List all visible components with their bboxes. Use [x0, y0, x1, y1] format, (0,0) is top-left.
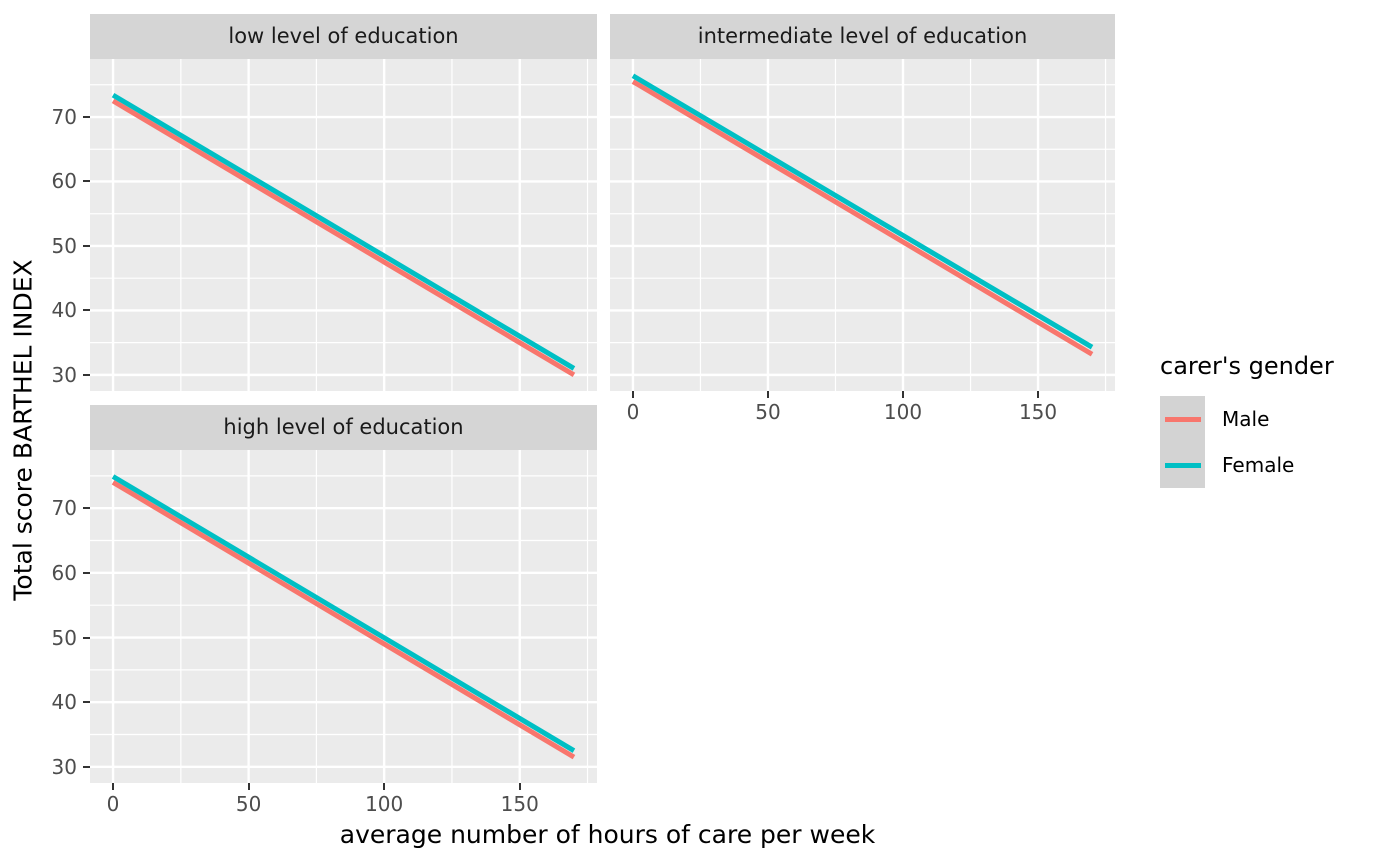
facet-intermediate-education: intermediate level of education 0 50 100 15… [610, 14, 1115, 423]
y-tick-label: 50 [51, 233, 77, 258]
male-line [111, 98, 576, 378]
x-tick-label: 100 [883, 400, 923, 424]
legend: carer's gender Male Female [1160, 352, 1334, 488]
y-tick-mark [83, 571, 90, 574]
facet-panel-low [90, 59, 597, 391]
legend-key-male [1160, 396, 1205, 442]
y-tick-mark [83, 701, 90, 704]
male-line [111, 480, 576, 760]
y-tick-mark [83, 373, 90, 376]
y-tick-mark [83, 309, 90, 312]
female-line-swatch [1164, 462, 1201, 468]
x-tick-label: 150 [500, 792, 539, 816]
y-tick-mark [83, 765, 90, 768]
y-tick-label: 60 [51, 169, 77, 194]
y-tick-mark [83, 507, 90, 510]
x-tick-mark [112, 783, 115, 790]
x-tick-mark [383, 783, 386, 790]
y-tick-label: 40 [51, 298, 77, 323]
facet-strip-low: low level of education [90, 14, 597, 59]
facet-panel-high [90, 450, 597, 783]
facet-high-education: high level of education 30 40 50 60 70 0 50 100… [52, 405, 597, 815]
x-tick-label: 100 [365, 792, 404, 816]
facet-panel-intermediate [610, 59, 1115, 391]
x-tick-label: 0 [106, 792, 120, 816]
legend-label-male: Male [1222, 407, 1270, 431]
y-tick-mark [83, 180, 90, 183]
y-tick-label: 30 [51, 754, 77, 779]
legend-item-male: Male [1160, 396, 1334, 442]
legend-title: carer's gender [1160, 352, 1334, 380]
female-line [111, 474, 576, 753]
facet-low-education: low level of education 30 40 50 60 70 [52, 14, 597, 391]
x-tick-label: 150 [1018, 400, 1058, 424]
female-line [111, 92, 576, 371]
x-tick-mark [518, 783, 521, 790]
x-tick-mark [1037, 391, 1040, 398]
male-line [631, 79, 1094, 357]
y-tick-mark [83, 636, 90, 639]
y-tick-label: 70 [51, 105, 77, 130]
facet-strip-high: high level of education [90, 405, 597, 450]
x-tick-mark [631, 391, 634, 398]
x-tick-label: 50 [235, 792, 262, 816]
x-axis-title: average number of hours of care per week [339, 820, 876, 849]
legend-item-female: Female [1160, 442, 1334, 488]
x-tick-mark [766, 391, 769, 398]
facet-strip-intermediate: intermediate level of education [610, 14, 1115, 59]
x-tick-mark [902, 391, 904, 398]
y-tick-label: 60 [51, 560, 77, 585]
panel-background [90, 450, 597, 783]
legend-label-female: Female [1222, 453, 1295, 477]
female-line [631, 73, 1094, 350]
y-tick-label: 40 [51, 690, 77, 715]
y-tick-mark [83, 116, 90, 119]
male-line-swatch [1164, 416, 1201, 422]
y-tick-label: 50 [51, 625, 77, 650]
x-tick-mark [247, 783, 250, 790]
x-tick-label: 50 [755, 400, 781, 424]
legend-key-female [1160, 442, 1205, 488]
y-tick-label: 30 [51, 362, 77, 387]
y-tick-mark [83, 244, 90, 247]
x-tick-label: 0 [626, 400, 640, 424]
y-tick-label: 70 [51, 496, 77, 521]
